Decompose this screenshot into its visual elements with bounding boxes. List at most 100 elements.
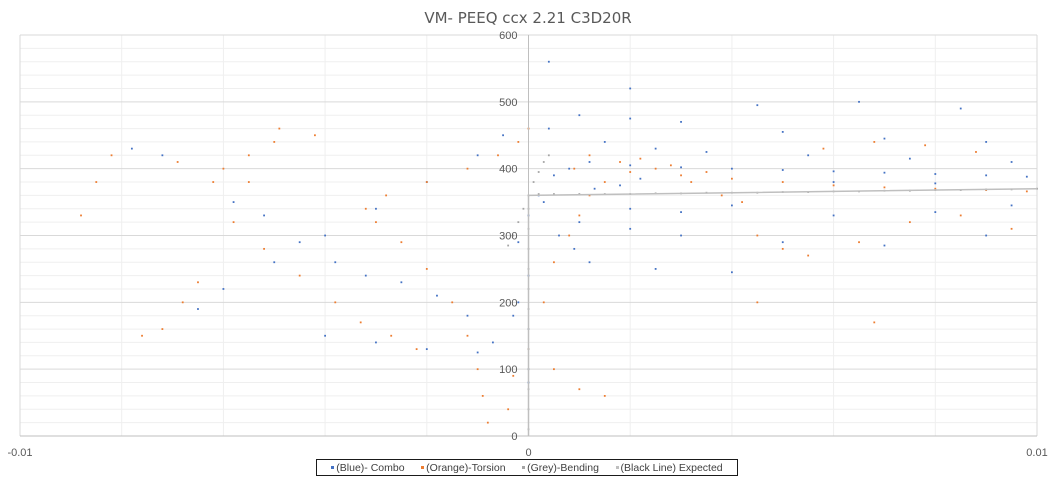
data-point-torsion (680, 174, 682, 177)
data-point-combo (985, 174, 988, 177)
y-tick-label: 200 (499, 297, 517, 309)
data-point-combo (619, 184, 621, 187)
data-point-combo (883, 171, 886, 174)
data-point-torsion (959, 214, 962, 217)
data-point-torsion (80, 214, 82, 217)
data-point-torsion (181, 301, 184, 304)
data-point-combo (578, 221, 581, 224)
data-point-torsion (141, 334, 143, 337)
data-point-combo (654, 268, 657, 270)
data-point-combo (547, 60, 550, 63)
legend: (Blue)- Combo (Orange)-Torsion (Grey)-Bend… (316, 459, 738, 476)
data-point-torsion (553, 368, 555, 371)
data-point-torsion (247, 181, 250, 183)
tick-labels: 0 100 200 300 400 500 600 -0.01 0 0.01 (7, 30, 1047, 459)
data-point-combo (603, 141, 606, 143)
data-point-combo (680, 234, 682, 237)
data-point-torsion (578, 214, 581, 217)
data-point-torsion (247, 154, 250, 157)
data-point-combo (985, 141, 988, 143)
data-point-combo (781, 241, 784, 244)
data-point-combo (436, 294, 438, 297)
data-point-torsion (690, 181, 693, 183)
data-point-combo (985, 234, 988, 237)
y-tick-label: 400 (499, 164, 517, 176)
data-point-combo (832, 181, 835, 183)
data-point-torsion (807, 254, 810, 257)
data-point-bending (507, 244, 510, 247)
data-point-torsion (731, 177, 733, 180)
data-point-combo (908, 157, 911, 160)
data-point-torsion (756, 301, 759, 304)
data-point-torsion (588, 194, 591, 197)
legend-item-expected: (Black Line) Expected (615, 461, 723, 474)
data-point-combo (512, 314, 515, 317)
data-point-combo (466, 314, 469, 317)
legend-swatch-torsion (421, 466, 425, 469)
data-point-combo (629, 164, 632, 167)
data-point-combo (130, 147, 133, 150)
data-point-torsion (578, 388, 581, 391)
data-point-combo (934, 182, 937, 185)
data-point-combo (573, 247, 576, 250)
data-point-bending (542, 161, 545, 163)
data-point-combo (680, 166, 682, 169)
data-point-torsion (466, 167, 469, 170)
legend-swatch-expected (615, 466, 619, 469)
data-point-combo (375, 207, 377, 210)
data-point-combo (1010, 204, 1013, 207)
data-point-combo (680, 120, 682, 123)
data-point-combo (298, 241, 301, 244)
data-point-combo (324, 334, 326, 337)
data-point-combo (558, 234, 560, 237)
data-point-torsion (720, 194, 723, 197)
legend-item-torsion: (Orange)-Torsion (421, 462, 506, 474)
data-point-combo (161, 154, 164, 157)
data-point-torsion (568, 234, 571, 237)
data-point-combo (197, 308, 199, 310)
data-point-combo (425, 348, 428, 351)
data-point-torsion (95, 181, 98, 183)
data-point-combo (542, 201, 545, 203)
data-point-combo (959, 107, 962, 110)
data-point-combo (263, 214, 265, 217)
data-point-torsion (553, 261, 555, 264)
y-tick-label: 300 (499, 231, 517, 243)
data-point-torsion (669, 164, 672, 167)
y-tick-label: 0 (511, 431, 517, 443)
data-point-torsion (705, 171, 708, 173)
data-point-torsion (924, 144, 927, 147)
data-point-combo (553, 174, 555, 177)
data-point-torsion (359, 321, 362, 324)
data-point-torsion (176, 161, 179, 163)
legend-label-expected: (Black Line) Expected (620, 461, 723, 474)
data-point-combo (883, 137, 886, 140)
legend-label-bending: (Grey)-Bending (527, 461, 599, 474)
data-point-combo (629, 227, 632, 230)
data-point-bending (537, 193, 540, 195)
data-point-torsion (161, 328, 164, 330)
data-point-torsion (486, 421, 489, 424)
data-point-torsion (334, 301, 337, 304)
data-point-combo (934, 211, 937, 214)
axes (20, 35, 1037, 437)
data-point-combo (705, 151, 708, 153)
data-point-torsion (415, 348, 418, 351)
data-point-torsion (512, 374, 515, 377)
x-tick-label: 0.01 (1026, 447, 1047, 459)
x-tick-label: -0.01 (7, 447, 32, 459)
data-point-bending (553, 193, 555, 195)
data-point-torsion (110, 154, 113, 157)
data-point-bending (532, 181, 535, 183)
data-point-combo (232, 201, 235, 203)
data-point-torsion (481, 395, 484, 397)
data-point-combo (629, 117, 632, 120)
data-point-combo (324, 234, 326, 237)
data-point-combo (588, 161, 591, 163)
data-point-combo (568, 167, 571, 170)
data-point-bending (547, 154, 550, 157)
data-point-torsion (517, 141, 520, 143)
data-point-torsion (756, 234, 759, 237)
data-point-torsion (975, 151, 977, 153)
